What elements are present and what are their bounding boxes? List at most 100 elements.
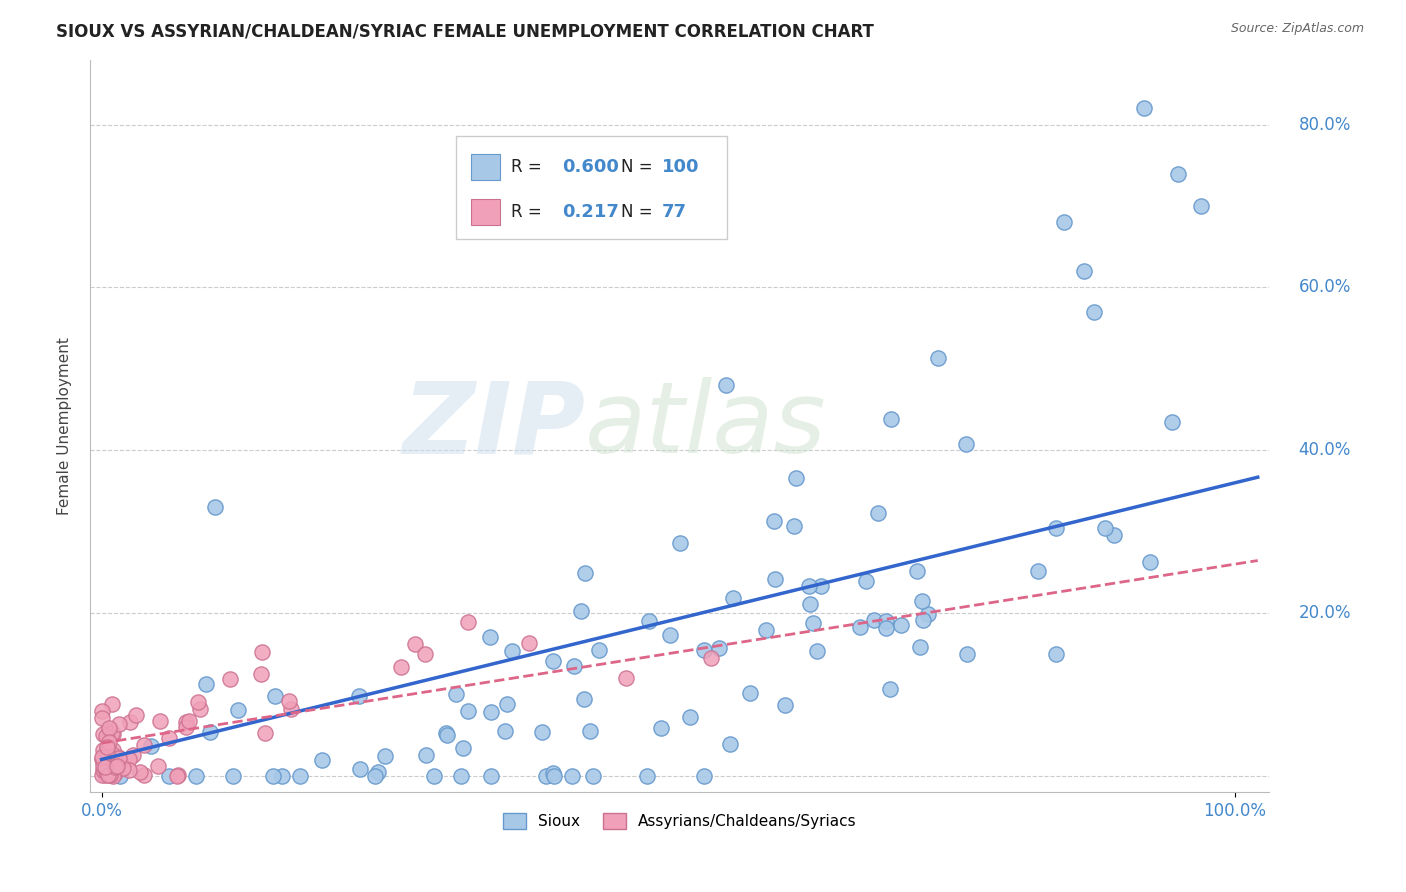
Point: [693, 643, 716, 657]
Point: [98, 734, 121, 748]
Point: [219, 672, 242, 686]
Legend: Sioux, Assyrians/Chaldeans/Syriacs: Sioux, Assyrians/Chaldeans/Syriacs: [496, 807, 863, 836]
Point: [927, 351, 949, 366]
Point: [890, 618, 912, 632]
Point: [1189, 199, 1212, 213]
Text: 20.0%: 20.0%: [1299, 604, 1351, 622]
Point: [94, 768, 117, 782]
Text: 40.0%: 40.0%: [1299, 442, 1351, 459]
Point: [103, 769, 125, 783]
Point: [905, 564, 928, 578]
Point: [1167, 167, 1189, 181]
Point: [118, 764, 141, 778]
Point: [124, 708, 146, 723]
Point: [194, 677, 217, 691]
Point: [101, 697, 124, 711]
Point: [561, 769, 583, 783]
Point: [174, 720, 197, 734]
Point: [139, 739, 162, 754]
Point: [582, 769, 605, 783]
Point: [1045, 647, 1067, 661]
Point: [174, 715, 197, 730]
FancyBboxPatch shape: [456, 136, 727, 239]
Point: [270, 769, 292, 783]
Text: SIOUX VS ASSYRIAN/CHALDEAN/SYRIAC FEMALE UNEMPLOYMENT CORRELATION CHART: SIOUX VS ASSYRIAN/CHALDEAN/SYRIAC FEMALE…: [56, 22, 875, 40]
Point: [517, 636, 540, 650]
FancyBboxPatch shape: [471, 154, 501, 180]
Point: [278, 694, 301, 708]
Point: [179, 714, 201, 729]
Text: ZIP: ZIP: [402, 377, 585, 475]
Point: [1073, 264, 1095, 278]
Point: [636, 769, 658, 783]
Text: Source: ZipAtlas.com: Source: ZipAtlas.com: [1230, 22, 1364, 36]
Text: 77: 77: [662, 202, 688, 220]
Point: [94, 729, 117, 743]
Point: [501, 644, 523, 658]
Point: [679, 709, 702, 723]
Point: [862, 613, 884, 627]
Point: [569, 604, 592, 618]
Point: [96, 766, 118, 780]
Point: [111, 762, 134, 776]
Point: [105, 758, 128, 772]
Point: [1160, 416, 1182, 430]
Point: [96, 764, 118, 779]
Point: [374, 749, 396, 764]
Point: [801, 616, 824, 631]
Point: [226, 703, 249, 717]
Point: [146, 759, 169, 773]
Point: [280, 702, 302, 716]
Point: [1094, 521, 1116, 535]
Point: [122, 748, 145, 763]
Point: [363, 769, 385, 783]
Point: [100, 747, 122, 761]
Point: [716, 378, 738, 392]
Point: [90, 768, 112, 782]
Point: [188, 702, 211, 716]
Point: [495, 698, 517, 712]
Point: [103, 760, 125, 774]
Point: [91, 727, 114, 741]
Point: [91, 743, 114, 757]
Point: [866, 506, 889, 520]
Point: [98, 721, 121, 735]
Point: [250, 667, 273, 681]
Point: [204, 500, 226, 515]
Point: [574, 566, 596, 581]
Point: [875, 621, 897, 635]
Point: [91, 752, 114, 766]
Point: [659, 628, 682, 642]
Point: [799, 597, 821, 611]
Point: [250, 645, 273, 659]
Point: [1133, 102, 1156, 116]
Point: [614, 671, 637, 685]
Point: [389, 659, 412, 673]
Point: [762, 514, 785, 528]
Point: [103, 727, 125, 741]
Point: [97, 743, 120, 757]
Point: [773, 698, 796, 712]
Point: [198, 725, 221, 739]
Point: [96, 755, 118, 769]
Point: [880, 412, 903, 426]
Point: [910, 593, 932, 607]
Point: [450, 769, 472, 783]
Point: [423, 769, 446, 783]
Point: [783, 519, 806, 533]
Text: atlas: atlas: [585, 377, 827, 475]
Point: [96, 746, 118, 760]
Point: [1026, 564, 1049, 578]
Point: [347, 689, 370, 703]
Point: [98, 767, 121, 781]
Point: [444, 687, 467, 701]
Point: [157, 769, 180, 783]
Point: [574, 692, 596, 706]
Point: [93, 759, 115, 773]
Point: [956, 647, 979, 661]
Point: [1083, 305, 1105, 319]
Point: [718, 737, 741, 751]
Text: 80.0%: 80.0%: [1299, 116, 1351, 134]
Point: [96, 760, 118, 774]
Text: R =: R =: [512, 158, 547, 176]
